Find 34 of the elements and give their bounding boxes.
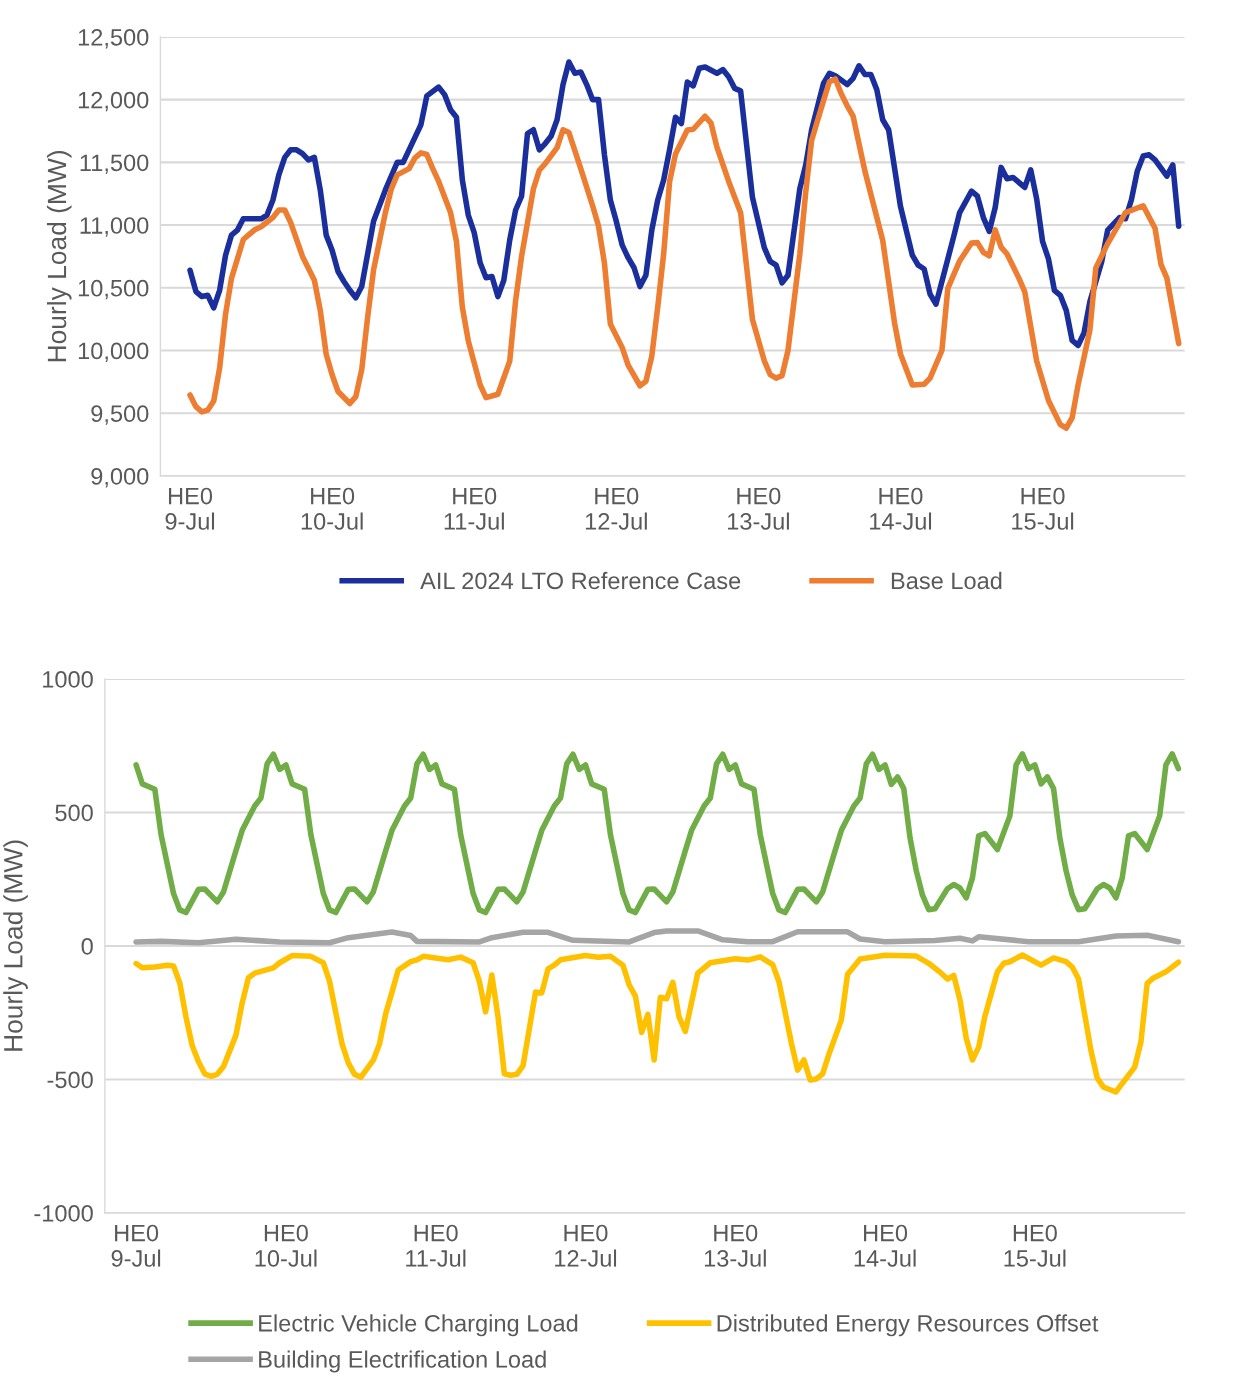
y-tick-label: 9,500 [91,405,149,425]
y-tick-label: 11,500 [80,154,149,174]
x-tick-label: HE0 14-Jul [870,487,932,530]
x-tick-label: HE0 12-Jul [555,1224,617,1267]
y-tick-label: -1000 [34,1205,93,1222]
legend-label: Electric Vehicle Charging Load [259,1314,578,1337]
y-tick-label: -500 [47,1071,93,1089]
y-tick-label: 10,000 [78,342,149,363]
y-tick-label: 10,500 [78,279,149,300]
y-tick-label: 1000 [43,671,93,688]
y-tick-label: 0 [81,938,93,955]
y-axis-title: Hourly Load (MW) [3,840,28,1051]
x-tick-label: HE0 9-Jul [111,1224,161,1267]
x-tick-label: HE0 10-Jul [255,1224,317,1267]
y-tick-label: 500 [55,804,93,822]
legend-label: Base Load [891,571,1002,590]
x-tick-label: HE0 10-Jul [301,487,363,530]
legend-label: AIL 2024 LTO Reference Case [420,571,741,590]
y-tick-label: 11,000 [80,217,149,237]
x-tick-label: HE0 15-Jul [1004,1224,1066,1267]
y-axis-title: Hourly Load (MW) [46,151,72,362]
y-tick-label: 12,000 [78,91,149,112]
x-tick-label: HE0 13-Jul [728,487,789,530]
y-tick-label: 9,000 [91,468,149,488]
x-tick-label: HE0 11-Jul [406,1224,466,1267]
legend-label: Distributed Energy Resources Offset [717,1314,1099,1337]
y-tick-label: 12,500 [78,29,149,49]
legend-label: Building Electrification Load [259,1350,546,1373]
x-tick-label: HE0 13-Jul [704,1224,766,1267]
x-tick-label: HE0 11-Jul [444,487,504,530]
x-tick-label: HE0 15-Jul [1012,487,1074,530]
x-tick-label: HE0 14-Jul [854,1224,916,1267]
x-tick-label: HE0 12-Jul [585,487,647,530]
x-tick-label: HE0 9-Jul [165,487,215,530]
